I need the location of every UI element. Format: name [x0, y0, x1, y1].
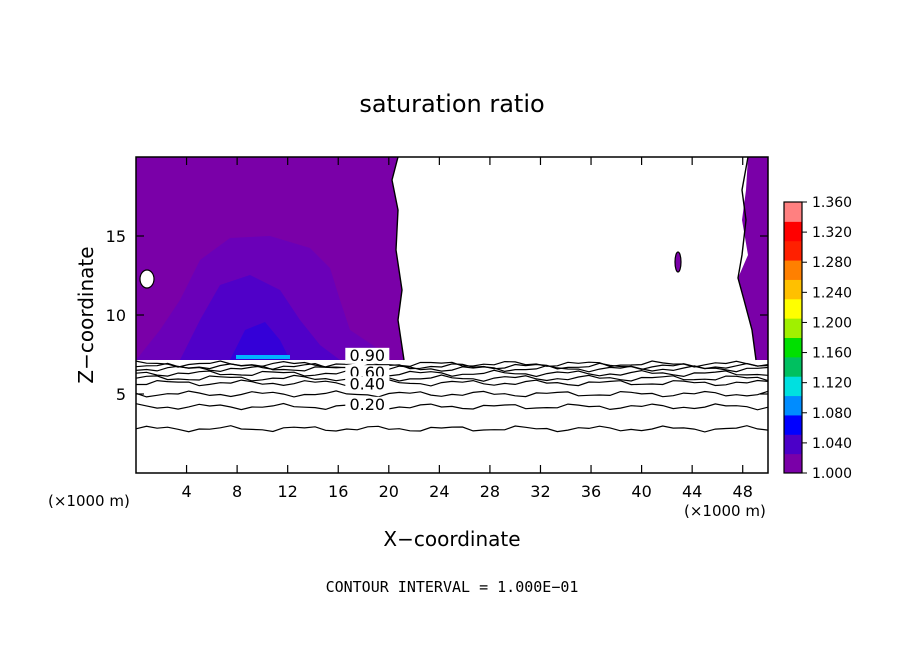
field-plume-core — [230, 322, 290, 360]
x-tick-label-48: 48 — [733, 482, 753, 501]
field-region-right — [738, 157, 768, 360]
contour-label-bg — [345, 376, 390, 393]
colorbar-tick-label: 1.080 — [812, 406, 852, 422]
colorbar-tick-label: 1.360 — [812, 195, 852, 211]
contour-label-bg — [345, 396, 390, 413]
colorbar-segment — [784, 298, 802, 319]
x-tick-label-20: 20 — [379, 482, 399, 501]
contour-interval-note: CONTOUR INTERVAL = 1.000E−01 — [326, 578, 579, 596]
contour-lines: 0.900.600.400.20 — [135, 346, 769, 433]
x-tick-label-16: 16 — [328, 482, 348, 501]
colorbar-segment — [784, 279, 802, 300]
field-boundary-left — [391, 156, 405, 361]
x-tick-label-40: 40 — [631, 482, 651, 501]
colorbar-tick-label: 1.040 — [812, 436, 852, 452]
colorbar-segment — [784, 434, 802, 455]
x-tick-label-12: 12 — [278, 482, 298, 501]
field-plume-mid — [180, 275, 340, 360]
y-axis-ticks: 5 10 15 — [106, 227, 768, 404]
colorbar-tick-label: 1.240 — [812, 285, 852, 301]
colorbar-segment — [784, 202, 802, 222]
field-hole-left — [139, 269, 155, 289]
colorbar-tick-label: 1.280 — [812, 255, 852, 271]
contour-line — [136, 379, 769, 387]
contour-line — [135, 360, 769, 368]
contour-label-bg — [345, 347, 390, 364]
contour-line — [135, 425, 769, 433]
chart-title: saturation ratio — [359, 90, 544, 118]
colorbar — [783, 201, 803, 474]
colorbar-frame — [783, 201, 803, 474]
colorbar-tick-label: 1.160 — [812, 346, 852, 362]
x-tick-label-36: 36 — [581, 482, 601, 501]
contour-label-0.90: 0.90 — [349, 346, 385, 365]
colorbar-segment — [784, 240, 802, 261]
x-tick-label-44: 44 — [682, 482, 702, 501]
contour-line — [135, 390, 769, 398]
y-tick-label-15: 15 — [106, 227, 126, 246]
field-patch-right — [674, 251, 682, 273]
contour-label-0.40: 0.40 — [349, 374, 385, 393]
colorbar-segment — [784, 414, 802, 435]
colorbar-segment — [784, 356, 802, 377]
contour-line — [135, 374, 769, 382]
colorbar-ticks: 1.360 1.320 1.280 1.240 1.200 1.160 1.120 1.080… — [802, 195, 852, 482]
contour-label-0.20: 0.20 — [349, 395, 385, 414]
colorbar-segment — [784, 453, 802, 474]
x-axis-label: X−coordinate — [383, 527, 520, 551]
contour-line — [135, 364, 769, 373]
x-tick-label-8: 8 — [232, 482, 242, 501]
y-tick-label-10: 10 — [106, 306, 126, 325]
x-tick-label-28: 28 — [480, 482, 500, 501]
x-tick-label-24: 24 — [429, 482, 449, 501]
colorbar-segment — [784, 376, 802, 397]
x-tick-label-4: 4 — [181, 482, 191, 501]
contour-line — [135, 369, 769, 378]
x-tick-label-32: 32 — [530, 482, 550, 501]
y-tick-label-5: 5 — [116, 385, 126, 404]
field-high-strip — [236, 355, 290, 359]
field-boundary-right — [737, 156, 757, 361]
x-axis-ticks: 4 8 12 16 20 24 28 32 36 40 44 48 — [181, 157, 753, 501]
colorbar-tick-label: 1.120 — [812, 376, 852, 392]
colorbar-tick-label: 1.200 — [812, 315, 852, 331]
x-unit-label: (×1000 m) — [684, 502, 766, 520]
colorbar-segment — [784, 221, 802, 242]
colorbar-tick-label: 1.320 — [812, 225, 852, 241]
colorbar-segment — [784, 260, 802, 280]
y-axis-label: Z−coordinate — [74, 246, 98, 383]
colorbar-segment — [784, 395, 802, 416]
colorbar-segment — [784, 337, 802, 358]
colorbar-tick-label: 1.000 — [812, 466, 852, 482]
y-unit-label: (×1000 m) — [48, 492, 130, 510]
saturation-field — [136, 156, 768, 361]
contour-line — [135, 402, 769, 411]
colorbar-segment — [784, 318, 802, 338]
